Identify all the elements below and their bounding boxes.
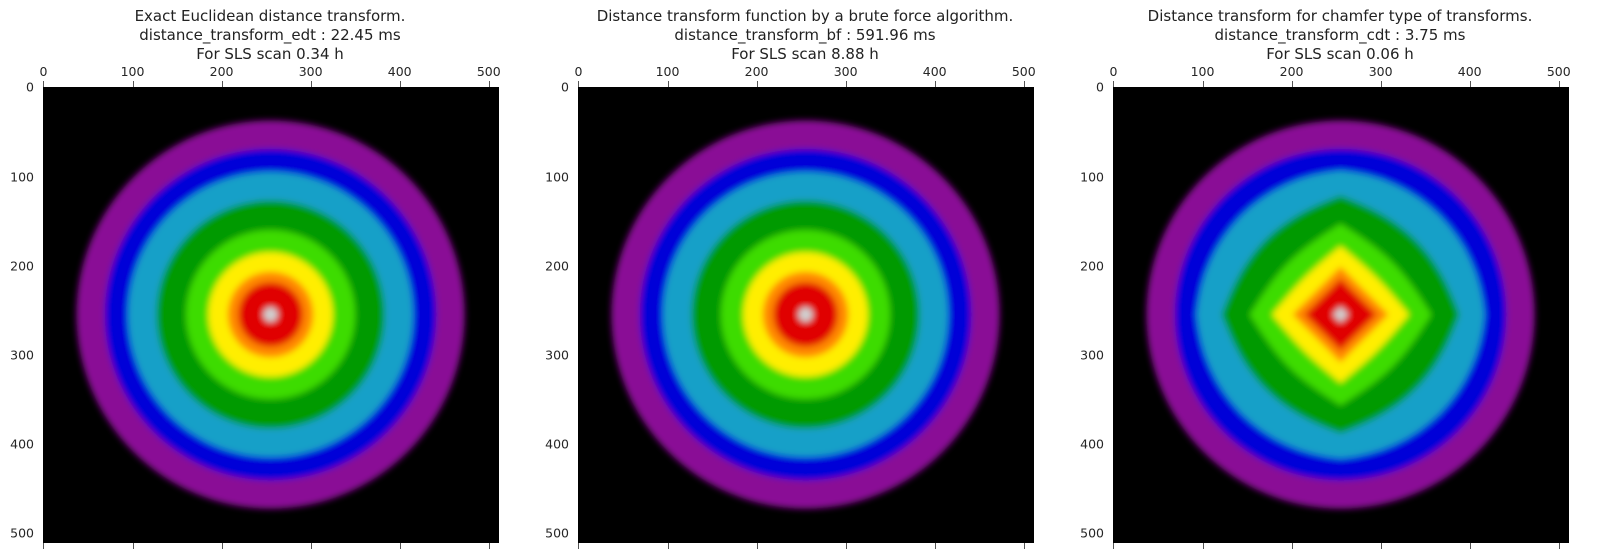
x-tick-mark	[132, 81, 134, 87]
title-line-1: Distance transform function by a brute f…	[596, 7, 1014, 25]
title-line-3: For SLS scan 0.06 h	[1266, 45, 1414, 63]
chart-title: Distance transform function by a brute f…	[535, 7, 1075, 64]
y-tick-label: 200	[1080, 258, 1104, 274]
plot-area	[578, 87, 1034, 543]
y-tick-label: 500	[545, 525, 569, 541]
x-tick-mark	[667, 81, 669, 87]
x-tick-label: 500	[476, 64, 501, 79]
x-tick-mark	[578, 543, 580, 549]
x-tick-label: 400	[1457, 64, 1482, 79]
y-tick-label: 100	[10, 169, 34, 184]
chart-panel-bf: Distance transform function by a brute f…	[535, 0, 1075, 557]
x-tick-mark	[1023, 81, 1025, 87]
x-tick-mark	[1558, 81, 1560, 87]
y-tick-label: 100	[1080, 169, 1104, 184]
x-tick-label: 0	[1109, 64, 1118, 79]
x-tick-label: 400	[387, 64, 412, 79]
y-tick-label: 200	[545, 258, 569, 274]
chart-panel-cdt: Distance transform for chamfer type of t…	[1070, 0, 1604, 557]
y-tick-label: 0	[1096, 79, 1104, 95]
title-line-2: distance_transform_bf : 591.96 ms	[674, 26, 936, 44]
x-tick-label: 200	[744, 64, 769, 79]
title-line-3: For SLS scan 8.88 h	[731, 45, 879, 63]
y-tick-label: 200	[10, 258, 34, 274]
x-tick-mark	[132, 543, 134, 549]
x-tick-label: 500	[1011, 64, 1036, 79]
x-tick-mark	[1291, 543, 1293, 549]
x-tick-mark	[1113, 81, 1115, 87]
x-tick-mark	[1469, 81, 1471, 87]
x-tick-mark	[1380, 81, 1382, 87]
x-tick-label: 100	[120, 64, 145, 79]
y-tick-label: 500	[1080, 525, 1104, 541]
x-tick-mark	[1202, 543, 1204, 549]
x-tick-mark	[756, 543, 758, 549]
x-tick-mark	[399, 81, 401, 87]
chart-title: Distance transform for chamfer type of t…	[1070, 7, 1604, 64]
plot-area	[1113, 87, 1569, 543]
x-tick-mark	[1291, 81, 1293, 87]
x-tick-mark	[1023, 543, 1025, 549]
x-tick-label: 200	[1279, 64, 1304, 79]
x-tick-mark	[43, 543, 45, 549]
title-line-2: distance_transform_edt : 22.45 ms	[139, 26, 401, 44]
x-tick-mark	[488, 543, 490, 549]
x-tick-mark	[310, 81, 312, 87]
x-tick-label: 200	[209, 64, 234, 79]
x-tick-mark	[1380, 543, 1382, 549]
x-tick-label: 500	[1546, 64, 1571, 79]
title-line-1: Exact Euclidean distance transform.	[134, 7, 406, 25]
title-line-1: Distance transform for chamfer type of t…	[1147, 7, 1533, 25]
y-tick-label: 400	[545, 436, 569, 452]
distance-image	[1146, 120, 1535, 509]
distance-band	[798, 307, 813, 322]
x-tick-mark	[310, 543, 312, 549]
y-tick-label: 300	[1080, 347, 1104, 363]
x-tick-mark	[845, 81, 847, 87]
x-tick-mark	[1202, 81, 1204, 87]
x-tick-label: 300	[1368, 64, 1393, 79]
x-tick-mark	[488, 81, 490, 87]
x-tick-mark	[578, 81, 580, 87]
x-tick-mark	[934, 81, 936, 87]
x-tick-label: 400	[922, 64, 947, 79]
plot-area	[43, 87, 499, 543]
x-tick-mark	[399, 543, 401, 549]
chart-title: Exact Euclidean distance transform. dist…	[0, 7, 540, 64]
y-tick-label: 0	[26, 79, 34, 95]
title-line-2: distance_transform_cdt : 3.75 ms	[1214, 26, 1466, 44]
y-tick-label: 300	[10, 347, 34, 363]
x-tick-label: 300	[298, 64, 323, 79]
y-tick-label: 300	[545, 347, 569, 363]
title-line-3: For SLS scan 0.34 h	[196, 45, 344, 63]
x-tick-mark	[845, 543, 847, 549]
x-tick-label: 100	[1190, 64, 1215, 79]
distance-band	[263, 307, 278, 322]
x-tick-label: 0	[39, 64, 48, 79]
y-tick-label: 400	[10, 436, 34, 452]
y-tick-label: 400	[1080, 436, 1104, 452]
distance-band	[1332, 306, 1349, 323]
x-tick-mark	[1558, 543, 1560, 549]
y-tick-label: 500	[10, 525, 34, 541]
x-tick-label: 300	[833, 64, 858, 79]
x-tick-label: 100	[655, 64, 680, 79]
y-tick-label: 100	[545, 169, 569, 184]
y-tick-label: 0	[561, 79, 569, 95]
distance-image	[76, 120, 465, 509]
chart-panel-edt: Exact Euclidean distance transform. dist…	[0, 0, 540, 557]
x-tick-mark	[1113, 543, 1115, 549]
x-tick-label: 0	[574, 64, 583, 79]
x-tick-mark	[1469, 543, 1471, 549]
x-tick-mark	[43, 81, 45, 87]
x-tick-mark	[667, 543, 669, 549]
x-tick-mark	[756, 81, 758, 87]
x-tick-mark	[221, 543, 223, 549]
x-tick-mark	[221, 81, 223, 87]
x-tick-mark	[934, 543, 936, 549]
distance-image	[611, 120, 1000, 509]
